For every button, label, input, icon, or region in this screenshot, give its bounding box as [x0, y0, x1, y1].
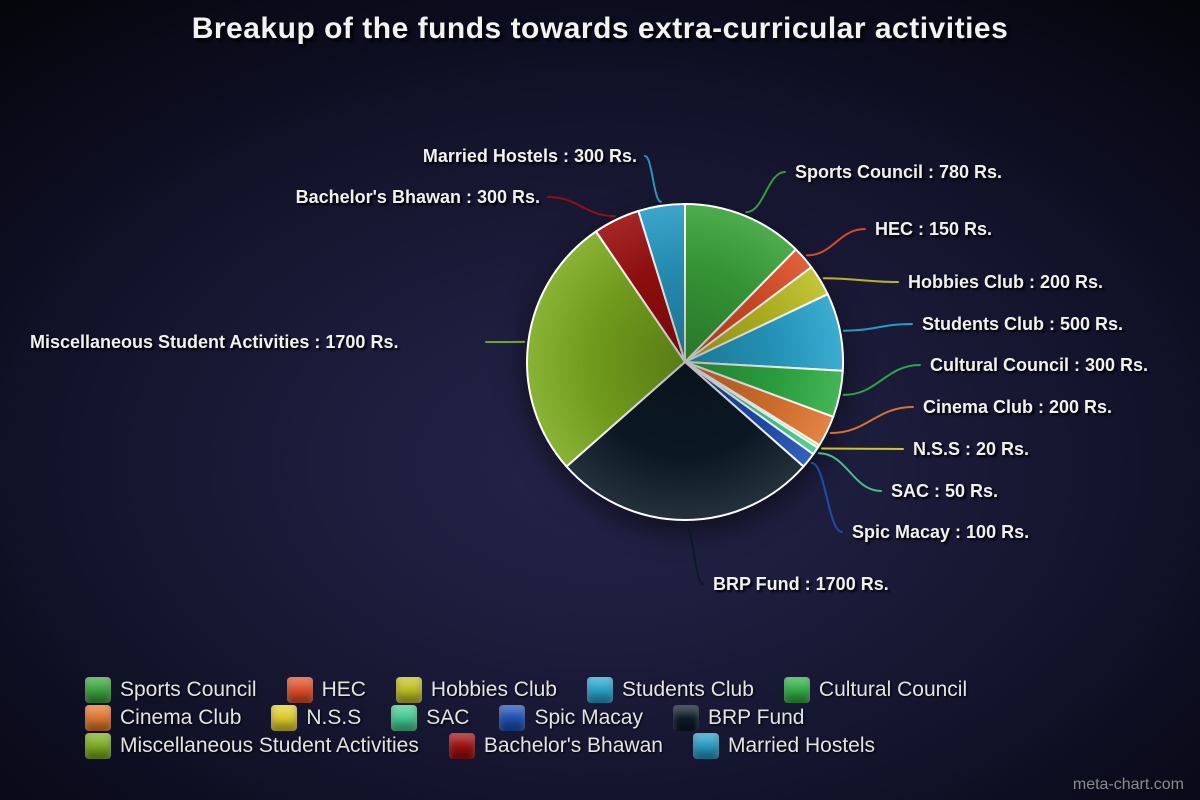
legend-swatch: [499, 705, 526, 731]
slice-callout-5: Cinema Club : 200 Rs.: [923, 397, 1112, 417]
leader-line-8: [810, 462, 843, 533]
slice-callout-10: Miscellaneous Student Activities : 1700 …: [30, 332, 398, 352]
legend-label: Married Hostels: [727, 734, 875, 757]
legend-row: Miscellaneous Student Activities Bachelor…: [85, 732, 967, 760]
slice-callout-9: BRP Fund : 1700 Rs.: [713, 574, 889, 594]
leader-line-5: [829, 406, 914, 434]
legend-label: Miscellaneous Student Activities: [120, 734, 419, 757]
legend-item: Bachelor's Bhawan: [448, 733, 663, 759]
leader-lines-group: [485, 155, 921, 585]
slice-callout-1: HEC : 150 Rs.: [875, 219, 992, 239]
slice-callout-6: N.S.S : 20 Rs.: [913, 439, 1029, 459]
legend-label: Cultural Council: [818, 678, 968, 701]
leader-line-12: [644, 155, 662, 203]
legend-item: Miscellaneous Student Activities: [85, 733, 419, 759]
legend-label: HEC: [321, 678, 366, 701]
legend-item: Married Hostels: [692, 733, 875, 759]
legend-swatch: [286, 677, 313, 703]
leader-line-2: [822, 277, 899, 283]
legend-item: Students Club: [586, 677, 754, 703]
slice-callout-8: Spic Macay : 100 Rs.: [852, 522, 1029, 542]
legend-label: Spic Macay: [534, 706, 643, 729]
legend-item: BRP Fund: [672, 705, 805, 731]
watermark: meta-chart.com: [1072, 776, 1184, 793]
callout-labels-group: Sports Council : 780 Rs. HEC : 150 Rs. Hob…: [30, 146, 1148, 594]
legend-label: Cinema Club: [120, 706, 242, 729]
legend-item: Spic Macay: [499, 705, 643, 731]
legend-swatch: [692, 733, 719, 759]
pie-slices-group: [526, 202, 845, 521]
legend: Sports Council HEC Hobbies Club Students Cl…: [85, 676, 967, 760]
slice-callout-12: Married Hostels : 300 Rs.: [423, 146, 637, 166]
legend-swatch: [586, 677, 613, 703]
slice-callout-7: SAC : 50 Rs.: [891, 481, 998, 501]
legend-label: Bachelor's Bhawan: [483, 734, 663, 757]
leader-line-1: [806, 228, 866, 257]
legend-swatch: [395, 677, 422, 703]
legend-swatch: [783, 677, 810, 703]
legend-row: Cinema Club N.S.S SAC Spic Macay BRP Fund: [85, 704, 967, 732]
leader-line-9: [684, 523, 704, 585]
slice-callout-3: Students Club : 500 Rs.: [922, 314, 1123, 334]
legend-label: Hobbies Club: [430, 678, 557, 701]
legend-item: HEC: [286, 677, 366, 703]
legend-row: Sports Council HEC Hobbies Club Students Cl…: [85, 676, 967, 704]
legend-swatch: [85, 677, 111, 703]
legend-item: Sports Council: [85, 677, 257, 703]
legend-swatch: [85, 705, 111, 731]
legend-label: N.S.S: [306, 706, 362, 729]
legend-item: N.S.S: [271, 705, 361, 731]
legend-swatch: [391, 705, 418, 731]
slice-callout-11: Bachelor's Bhawan : 300 Rs.: [296, 187, 540, 207]
leader-line-11: [547, 196, 616, 217]
leader-line-6: [821, 447, 904, 450]
chart-title: Breakup of the funds towards extra-curri…: [191, 12, 1009, 45]
legend-swatch: [271, 705, 298, 731]
legend-label: BRP Fund: [707, 706, 805, 729]
legend-item: Cinema Club: [85, 705, 241, 731]
legend-item: Hobbies Club: [395, 677, 557, 703]
legend-item: SAC: [391, 705, 469, 731]
leader-line-4: [842, 364, 921, 396]
legend-label: Sports Council: [120, 678, 257, 701]
leader-line-7: [817, 452, 882, 492]
leader-line-3: [842, 323, 913, 332]
legend-swatch: [448, 733, 475, 759]
slice-callout-4: Cultural Council : 300 Rs.: [930, 355, 1148, 375]
legend-label: Students Club: [621, 678, 754, 701]
slice-callout-0: Sports Council : 780 Rs.: [795, 162, 1002, 182]
legend-item: Cultural Council: [783, 677, 968, 703]
leader-line-0: [745, 171, 786, 214]
slice-callout-2: Hobbies Club : 200 Rs.: [908, 272, 1103, 292]
legend-swatch: [672, 705, 699, 731]
legend-swatch: [85, 733, 111, 759]
legend-label: SAC: [426, 706, 470, 729]
